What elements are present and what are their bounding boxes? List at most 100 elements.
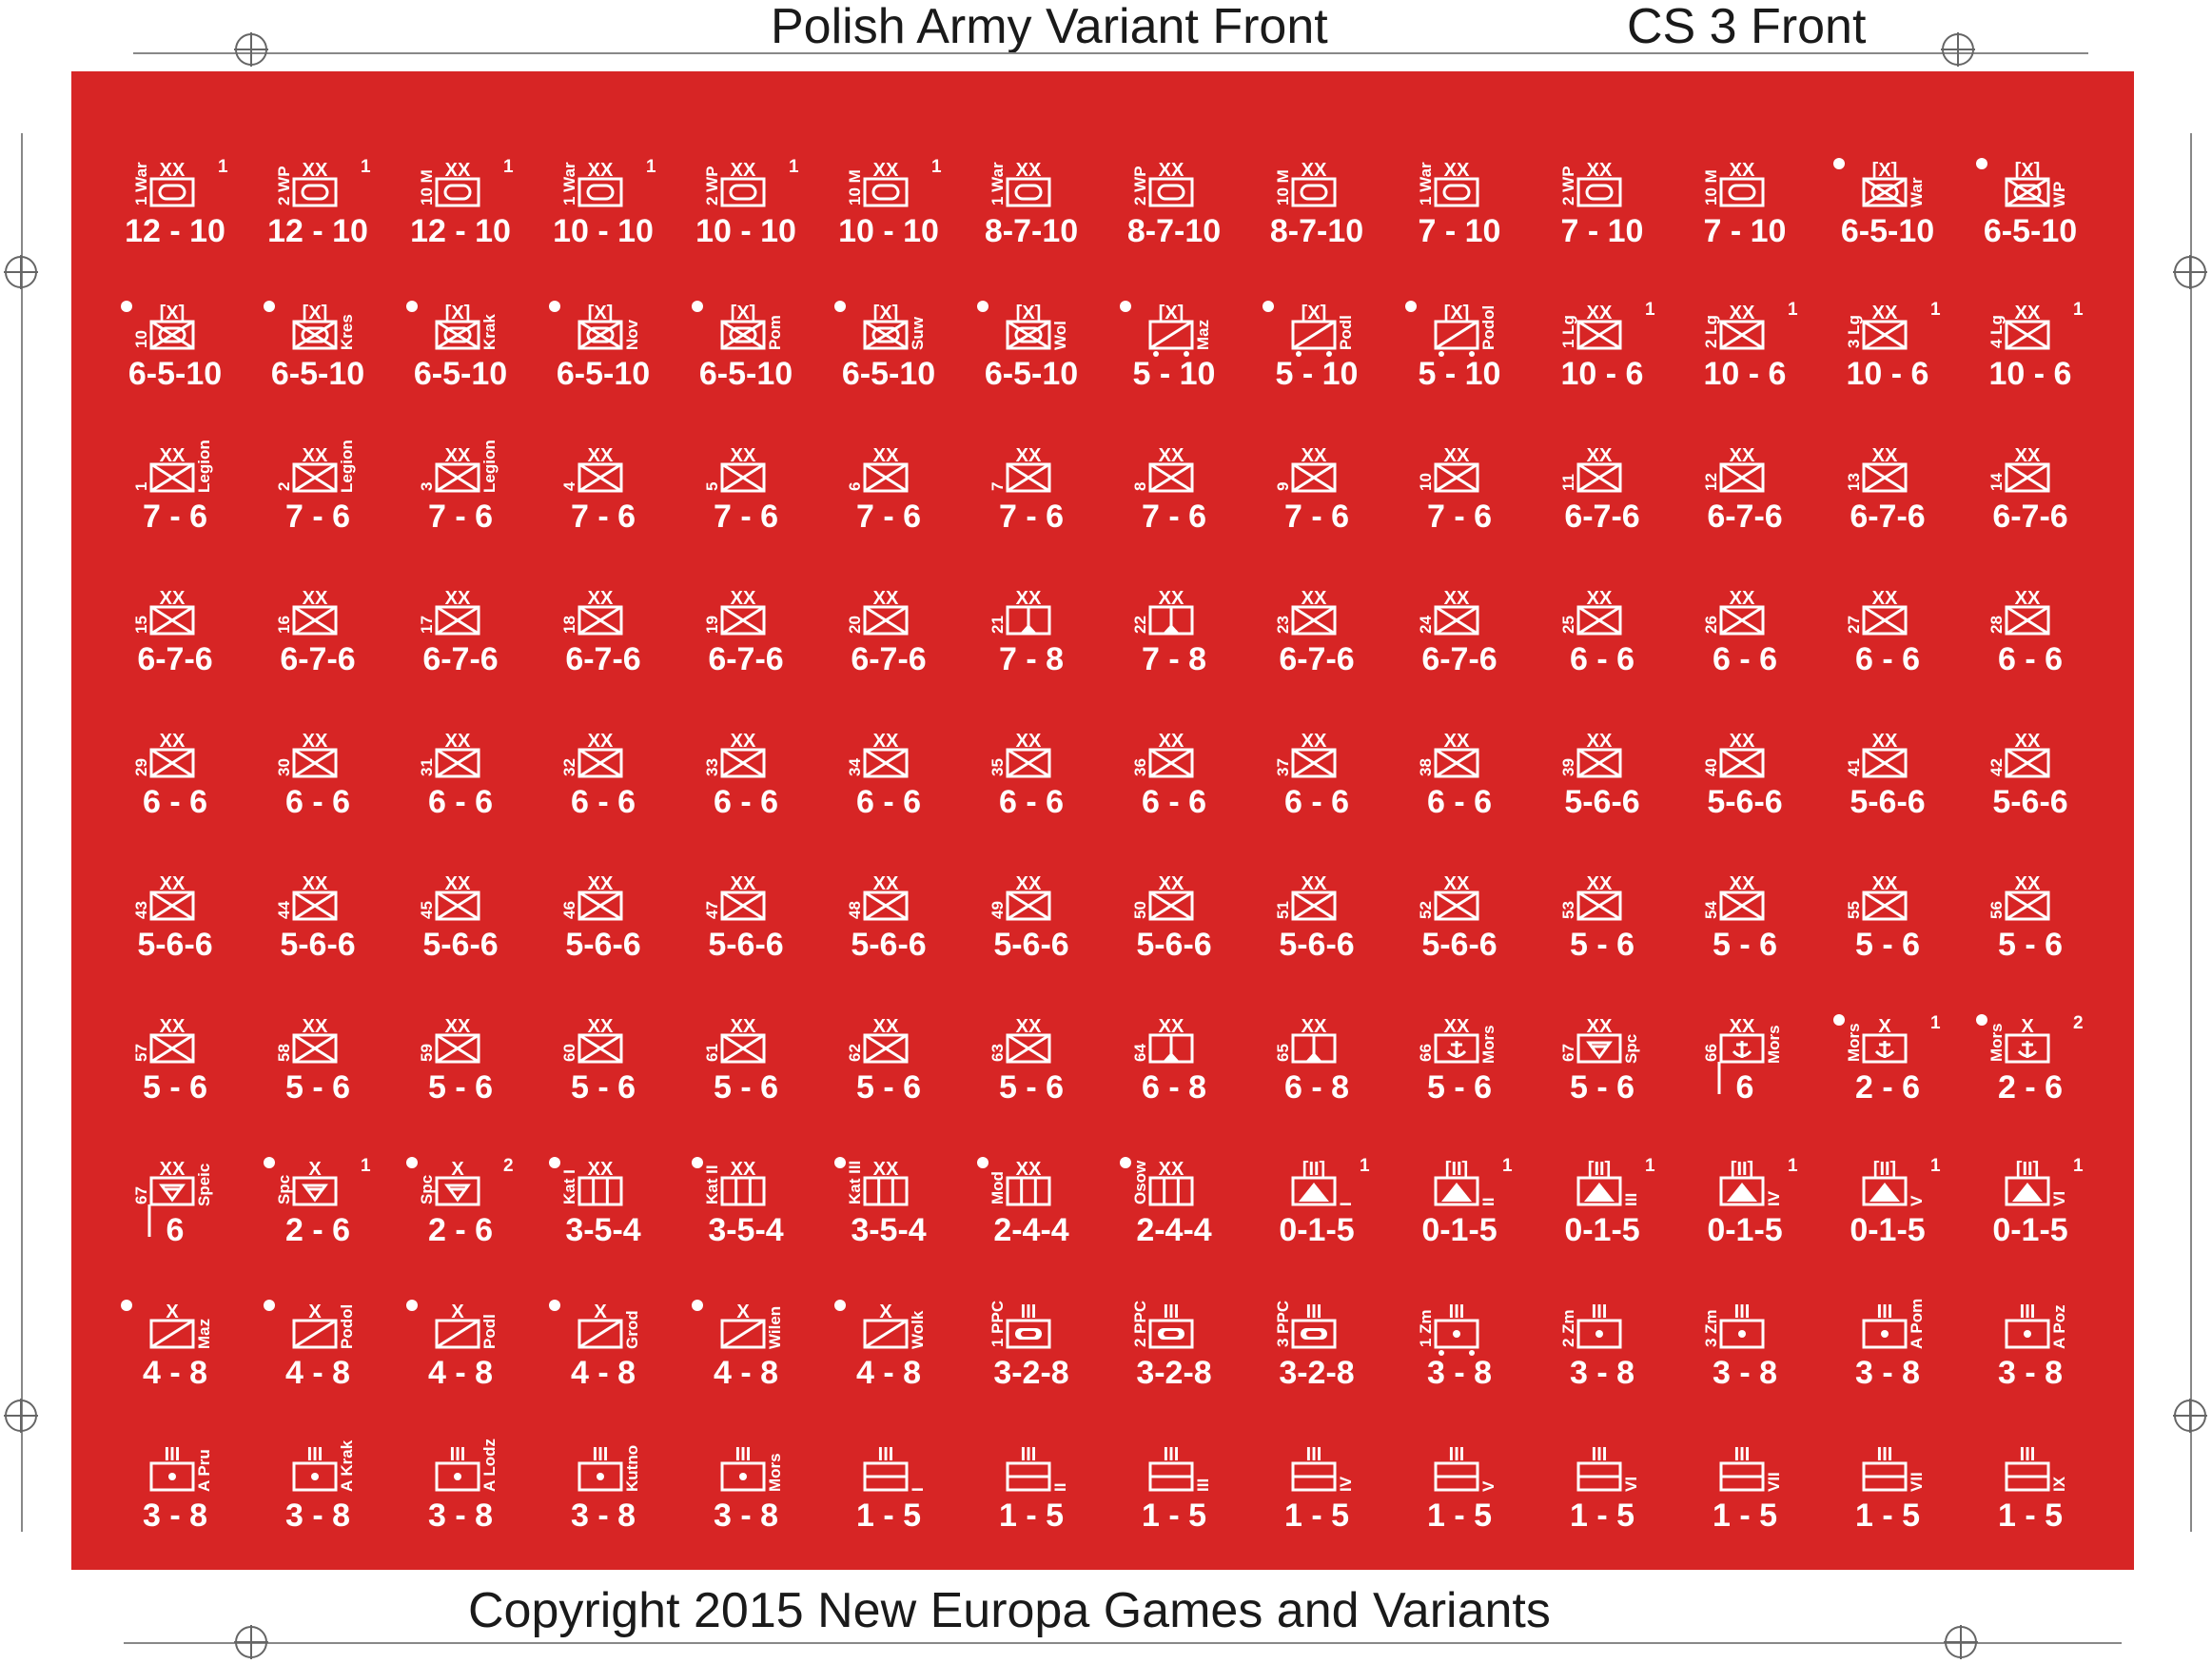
unit-symbol: XX 8 (1131, 445, 1194, 493)
cross-icon (864, 320, 908, 350)
cross-icon (436, 748, 480, 778)
unit-symbol: XX Osow (1120, 1157, 1194, 1206)
armor-oval-icon (1870, 184, 1899, 201)
unit-box (1862, 462, 1908, 493)
availability-dot-icon (121, 301, 132, 312)
unit-counter: XX 59 5 - 6 (389, 1002, 532, 1145)
cavalry-slash-icon (721, 1319, 765, 1349)
corner-number: 1 (1930, 1156, 1941, 1176)
wheel-icon (1326, 351, 1332, 357)
unit-id-label: Spc (275, 1175, 293, 1204)
unit-size-label: XX (1444, 588, 1470, 609)
unit-symbol: XX 1 War (989, 160, 1051, 207)
unit-size-label: XX (303, 445, 328, 466)
unit-symbol: XX 55 (1845, 873, 1908, 921)
cross-icon (1007, 1033, 1050, 1064)
unit-box (292, 1461, 338, 1492)
unit-counter: XX 65 6 - 8 (1245, 1002, 1388, 1145)
unit-counter: XX 10 M 7 - 10 (1674, 146, 1816, 288)
unit-counter: XX 2 Legion 7 - 6 (246, 431, 389, 574)
unit-box (1576, 462, 1622, 493)
unit-counter: [II] 1 IV 0-1-5 (1674, 1145, 1816, 1287)
availability-dot-icon (406, 1157, 418, 1168)
combat-values: 4 - 8 (142, 1355, 208, 1391)
trim-line-bottom (124, 1642, 2122, 1644)
unit-counter: XX 43 5-6-6 (104, 859, 246, 1002)
artillery-triangle-icon (1441, 1183, 1472, 1202)
special-triangle-icon (302, 1184, 328, 1203)
unit-id-label: 10 M (418, 169, 436, 206)
unit-symbol: III 3 PPC (1274, 1301, 1337, 1349)
combat-values: 10 - 6 (1703, 356, 1787, 392)
unit-id-label: 7 (989, 482, 1007, 491)
availability-dot-icon (1976, 1014, 1987, 1026)
unit-size-label: XX (303, 588, 328, 609)
combat-values: 6 - 6 (1997, 641, 2064, 677)
cross-icon (578, 748, 622, 778)
unit-counter: XX 21 7 - 8 (960, 574, 1103, 716)
unit-counter: XX 28 6 - 6 (1959, 574, 2102, 716)
unit-box (435, 177, 480, 207)
combat-values: 6-7-6 (1564, 499, 1640, 535)
corner-number: 1 (503, 157, 514, 177)
unit-box (2005, 605, 2050, 636)
armor-oval-icon (301, 184, 329, 201)
unit-size-label: XX (1444, 873, 1470, 894)
unit-box (720, 1461, 766, 1492)
unit-symbol: III VII (1719, 1444, 1783, 1492)
unit-counter: [X] Podl 5 - 10 (1245, 288, 1388, 431)
combat-values: 5 - 6 (713, 1069, 779, 1106)
armor-oval-icon (586, 326, 615, 343)
unit-box (292, 748, 338, 778)
unit-id-label: 1 War (1417, 162, 1435, 206)
wheel-icon (1439, 351, 1444, 357)
unit-id-label: 36 (1131, 758, 1149, 776)
combat-values: 5 - 6 (570, 1069, 636, 1106)
unit-id-label: 46 (560, 901, 578, 919)
unit-box (2005, 177, 2050, 207)
unit-box (1148, 748, 1194, 778)
unit-id-label: 12 (1702, 473, 1720, 491)
registration-mark-top-right (1941, 32, 1975, 67)
unit-counter: III 2 PPC 3-2-8 (1103, 1287, 1245, 1430)
unit-id-label: 1 (132, 482, 150, 491)
unit-symbol: XX 7 (989, 445, 1051, 493)
cross-icon (1007, 891, 1050, 921)
unit-counter: XX 37 6 - 6 (1245, 716, 1388, 859)
corner-number: 1 (1788, 300, 1798, 320)
unit-size-label: XX (160, 445, 186, 466)
armor-oval-icon (443, 326, 472, 343)
unit-size-label: XX (160, 873, 186, 894)
unit-box (1862, 605, 1908, 636)
unit-symbol: XX 31 (418, 731, 480, 778)
unit-symbol: III A Krak (292, 1439, 356, 1492)
availability-dot-icon (977, 1157, 989, 1168)
unit-size-label: XX (1872, 731, 1898, 752)
hq-dot-icon (1595, 1330, 1603, 1338)
unit-size-label: III (165, 1444, 181, 1465)
unit-box (720, 462, 766, 493)
unit-id-label: 1 War (560, 162, 578, 206)
unit-size-label: [X] (1444, 303, 1470, 323)
unit-size-label: XX (160, 1016, 186, 1037)
unit-box (1434, 177, 1479, 207)
combat-values: 5 - 6 (427, 1069, 494, 1106)
availability-dot-icon (977, 301, 989, 312)
unit-box (577, 1461, 623, 1492)
unit-box (435, 891, 480, 921)
unit-counter: III III 1 - 5 (1103, 1430, 1245, 1573)
cross-icon (293, 1033, 337, 1064)
cross-icon (1007, 320, 1050, 350)
unit-counter: XX 1 2 WP 10 - 10 (675, 146, 817, 288)
combat-values: 5-6-6 (1564, 784, 1640, 820)
combat-values: 3-5-4 (708, 1212, 784, 1248)
unit-id-label: Mors (766, 1453, 784, 1492)
unit-id-label: A Poz (2050, 1304, 2068, 1349)
unit-size-label: XX (160, 1159, 186, 1180)
unit-box (577, 320, 623, 350)
unit-box (1719, 177, 1765, 207)
unit-id-label: VII (1765, 1472, 1783, 1492)
unit-box (720, 1033, 766, 1064)
unit-box (149, 748, 195, 778)
unit-symbol: XX 1 4 Lg (1987, 300, 2084, 350)
